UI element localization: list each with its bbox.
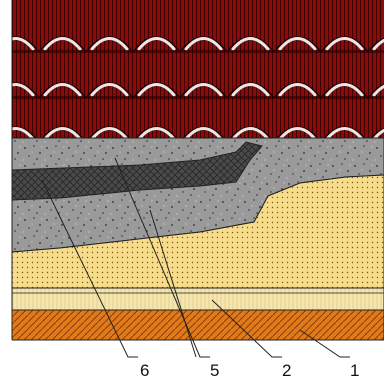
callout-2: 2 xyxy=(282,361,291,380)
roof-tiles xyxy=(0,0,384,143)
tile-row-shadow xyxy=(12,96,384,99)
callout-6: 6 xyxy=(140,361,149,380)
callout-1: 1 xyxy=(350,361,359,380)
base-slab-layer xyxy=(12,310,384,340)
tile-row-shadow xyxy=(12,50,384,53)
insulation-layer xyxy=(12,288,384,310)
callout-5: 5 xyxy=(210,361,219,380)
